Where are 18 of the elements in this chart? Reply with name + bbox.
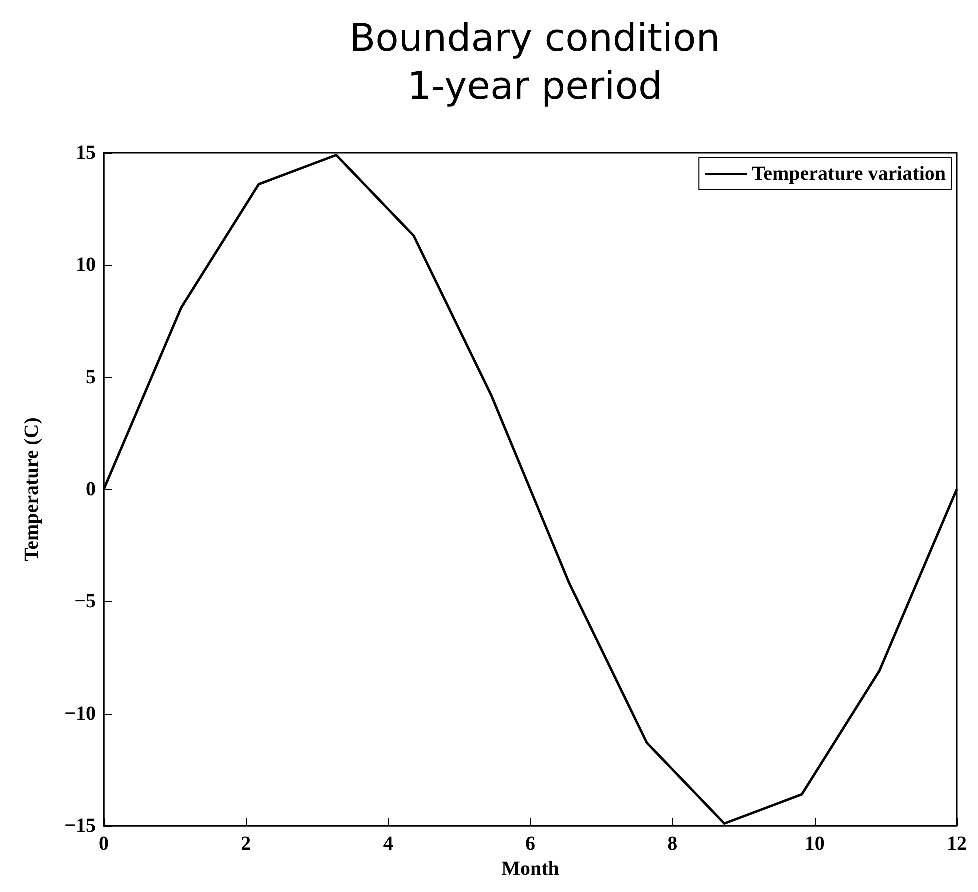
x-tick-label: 12	[947, 833, 967, 855]
x-tick-label: 6	[526, 833, 536, 855]
x-tick-label: 10	[804, 833, 825, 855]
y-tick-label: −10	[64, 702, 96, 725]
y-tick-label: 15	[76, 142, 96, 164]
y-axis-title: Temperature (C)	[21, 418, 43, 562]
chart-subtitle: 1-year period	[407, 64, 663, 108]
y-tick-label: 0	[86, 478, 96, 500]
x-tick-label: 4	[383, 833, 394, 855]
chart-title: Boundary condition	[350, 16, 720, 60]
x-tick-label: 8	[668, 833, 678, 855]
x-axis-title: Month	[502, 858, 560, 880]
legend-label: Temperature variation	[752, 163, 946, 185]
y-tick-label: −15	[64, 815, 96, 837]
y-tick-label: 5	[86, 366, 96, 388]
y-tick-label: 10	[76, 254, 96, 276]
y-tick-label: −5	[74, 590, 96, 613]
x-tick-label: 2	[241, 833, 252, 855]
